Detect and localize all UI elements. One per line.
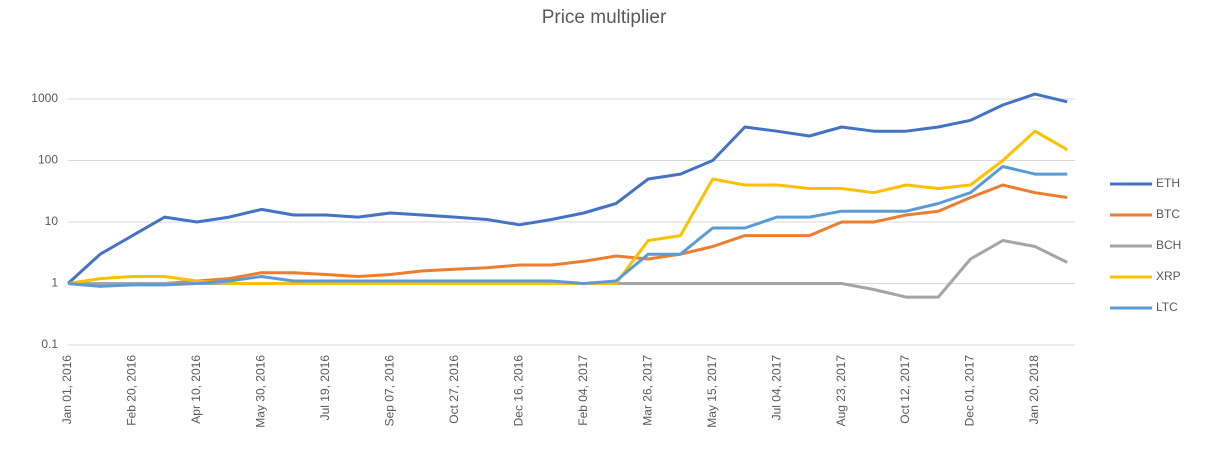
x-tick-label: Jul 19, 2016 [318,355,332,421]
x-tick-label: Jan 01, 2016 [60,355,74,425]
x-tick-label: Feb 04, 2017 [576,355,590,426]
x-tick-label: Jul 04, 2017 [769,355,783,421]
x-tick-label: Oct 27, 2016 [447,355,461,424]
y-tick-label: 1000 [31,91,58,105]
y-tick-label: 10 [45,214,59,228]
chart-title: Price multiplier [542,7,667,28]
series-line [68,239,1068,299]
x-tick-label: May 30, 2016 [254,355,268,428]
x-tick-label: Apr 10, 2016 [189,355,203,424]
legend-label: XRP [1156,269,1181,283]
x-tick-label: Jan 20, 2018 [1027,355,1041,425]
x-tick-label: Aug 23, 2017 [834,355,848,427]
x-tick-label: Oct 12, 2017 [898,355,912,424]
series-line [67,165,1068,288]
x-tick-label: Sep 07, 2016 [383,355,397,427]
series-line [66,92,1068,285]
series-line [67,183,1068,288]
x-tick-label: Mar 26, 2017 [640,355,654,426]
legend-label: ETH [1156,176,1180,190]
x-tick-label: May 15, 2017 [705,355,719,428]
y-tick-label: 0.1 [41,337,58,351]
legend-label: BCH [1156,238,1181,252]
legend-label: BTC [1156,207,1180,221]
x-tick-label: Dec 01, 2017 [963,355,977,427]
legend-label: LTC [1156,300,1178,314]
x-tick-label: Feb 20, 2016 [125,355,139,426]
y-tick-label: 1 [51,276,58,290]
y-tick-label: 100 [38,153,58,167]
x-tick-label: Dec 16, 2016 [511,355,525,427]
